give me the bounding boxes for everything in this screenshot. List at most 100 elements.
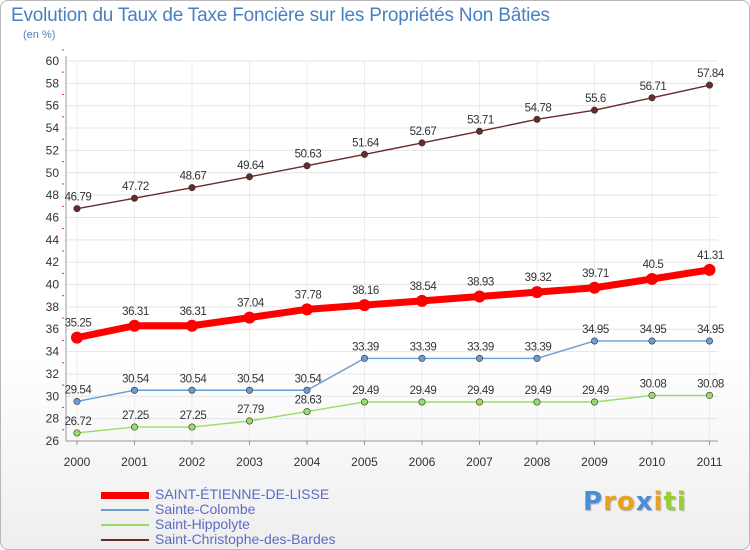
data-label: 29.49 [467,385,494,397]
data-point [531,286,543,299]
data-point [301,303,313,316]
data-label: 55.6 [585,93,606,105]
data-point [131,423,139,431]
data-label: 29.49 [410,385,437,397]
data-point [186,319,198,332]
x-tick-label: 2000 [64,455,91,469]
y-tick-label: 28 [46,412,60,426]
data-point [590,337,598,345]
y-tick-label: 30 [46,389,60,403]
legend-swatch [101,509,149,511]
logo-letter: P [583,487,604,517]
data-label: 29.54 [65,384,93,396]
data-point [703,263,716,276]
data-label: 28.63 [295,395,322,407]
data-point [188,386,196,394]
legend-swatch [101,524,149,526]
legend-label: SAINT-ÉTIENNE-DE-LISSE [155,486,330,502]
data-point [358,299,371,312]
y-tick-label: 56 [46,99,60,113]
data-label: 50.63 [295,149,322,161]
series-line [76,340,710,403]
data-label: 51.64 [352,137,380,149]
data-point [533,354,541,362]
x-tick-label: 2011 [697,455,723,469]
data-point [648,337,656,345]
data-point [360,150,368,158]
data-label: 29.49 [352,385,379,397]
data-label: 33.39 [410,341,437,353]
data-point [73,205,81,213]
data-point [246,417,254,425]
legend-label: Saint-Hippolyte [155,516,250,532]
series-line [76,394,710,434]
series-saint-christophe-des-bardes: 46.79 47.72 48.67 49.64 50.63 51.64 52.67 53.71… [65,68,725,213]
chart-subtitle: (en %) [23,29,56,41]
data-label: 30.54 [237,373,265,385]
series-saint-hippolyte: 26.72 27.25 27.25 27.79 28.63 29.49 29.49 29.49… [65,378,724,437]
data-point [418,398,426,406]
data-point [705,81,713,89]
data-point [475,127,483,135]
data-label: 38.54 [410,281,438,293]
data-label: 56.71 [640,81,667,93]
x-tick-label: 2005 [351,455,378,469]
data-label: 48.67 [180,171,207,183]
data-label: 30.08 [640,378,667,390]
data-point [188,184,196,192]
data-label: 30.54 [122,373,150,385]
series-line [76,84,710,210]
data-label: 38.93 [467,276,494,288]
data-point [533,398,541,406]
proxiti-logo: Proxiti [583,487,687,517]
data-label: 27.79 [237,404,264,416]
logo-letter: r [603,487,617,517]
data-point [303,408,311,416]
data-label: 41.31 [697,250,724,262]
data-label: 37.78 [295,289,322,301]
y-tick-label: 50 [46,166,60,180]
data-point [360,354,368,362]
y-tick-label: 40 [46,278,60,292]
data-label: 36.31 [180,306,207,318]
data-point [131,194,139,202]
data-point [360,398,368,406]
data-point [473,290,486,303]
data-point [646,272,658,285]
data-label: 35.25 [65,318,92,330]
data-label: 30.08 [697,378,724,390]
x-tick-label: 2002 [179,455,206,469]
data-label: 52.67 [410,126,437,138]
data-point [590,106,598,114]
data-point [73,397,81,405]
data-label: 26.72 [65,416,92,428]
data-point [705,391,713,399]
x-tick-label: 2004 [294,455,321,469]
data-label: 46.79 [65,192,92,204]
data-point [73,429,81,437]
y-tick-label: 46 [46,210,60,224]
series-line [76,266,711,342]
data-point [246,386,254,394]
data-label: 30.54 [180,373,208,385]
x-tick-label: 2009 [581,455,608,469]
legend-swatch [101,491,149,499]
logo-letter: t [663,487,677,517]
data-label: 53.71 [467,114,494,126]
data-label: 27.25 [122,410,149,422]
chart-title: Evolution du Taux de Taxe Foncière sur l… [11,5,550,26]
logo-letter: x [635,487,654,517]
data-point [475,354,483,362]
grid-lines [66,60,718,442]
logo-letter: i [653,487,664,517]
data-point [243,311,256,324]
data-label: 39.71 [582,268,609,280]
data-point [303,162,311,170]
legend-label: Saint-Christophe-des-Bardes [155,531,336,547]
y-tick-label: 58 [46,76,60,90]
data-point [303,386,311,394]
data-point [475,398,483,406]
data-label: 29.49 [525,385,552,397]
series-saint-tienne-de-lisse: 35.25 36.31 36.31 37.04 37.78 38.16 38.54 38.93… [65,250,724,344]
data-label: 47.72 [122,181,149,193]
